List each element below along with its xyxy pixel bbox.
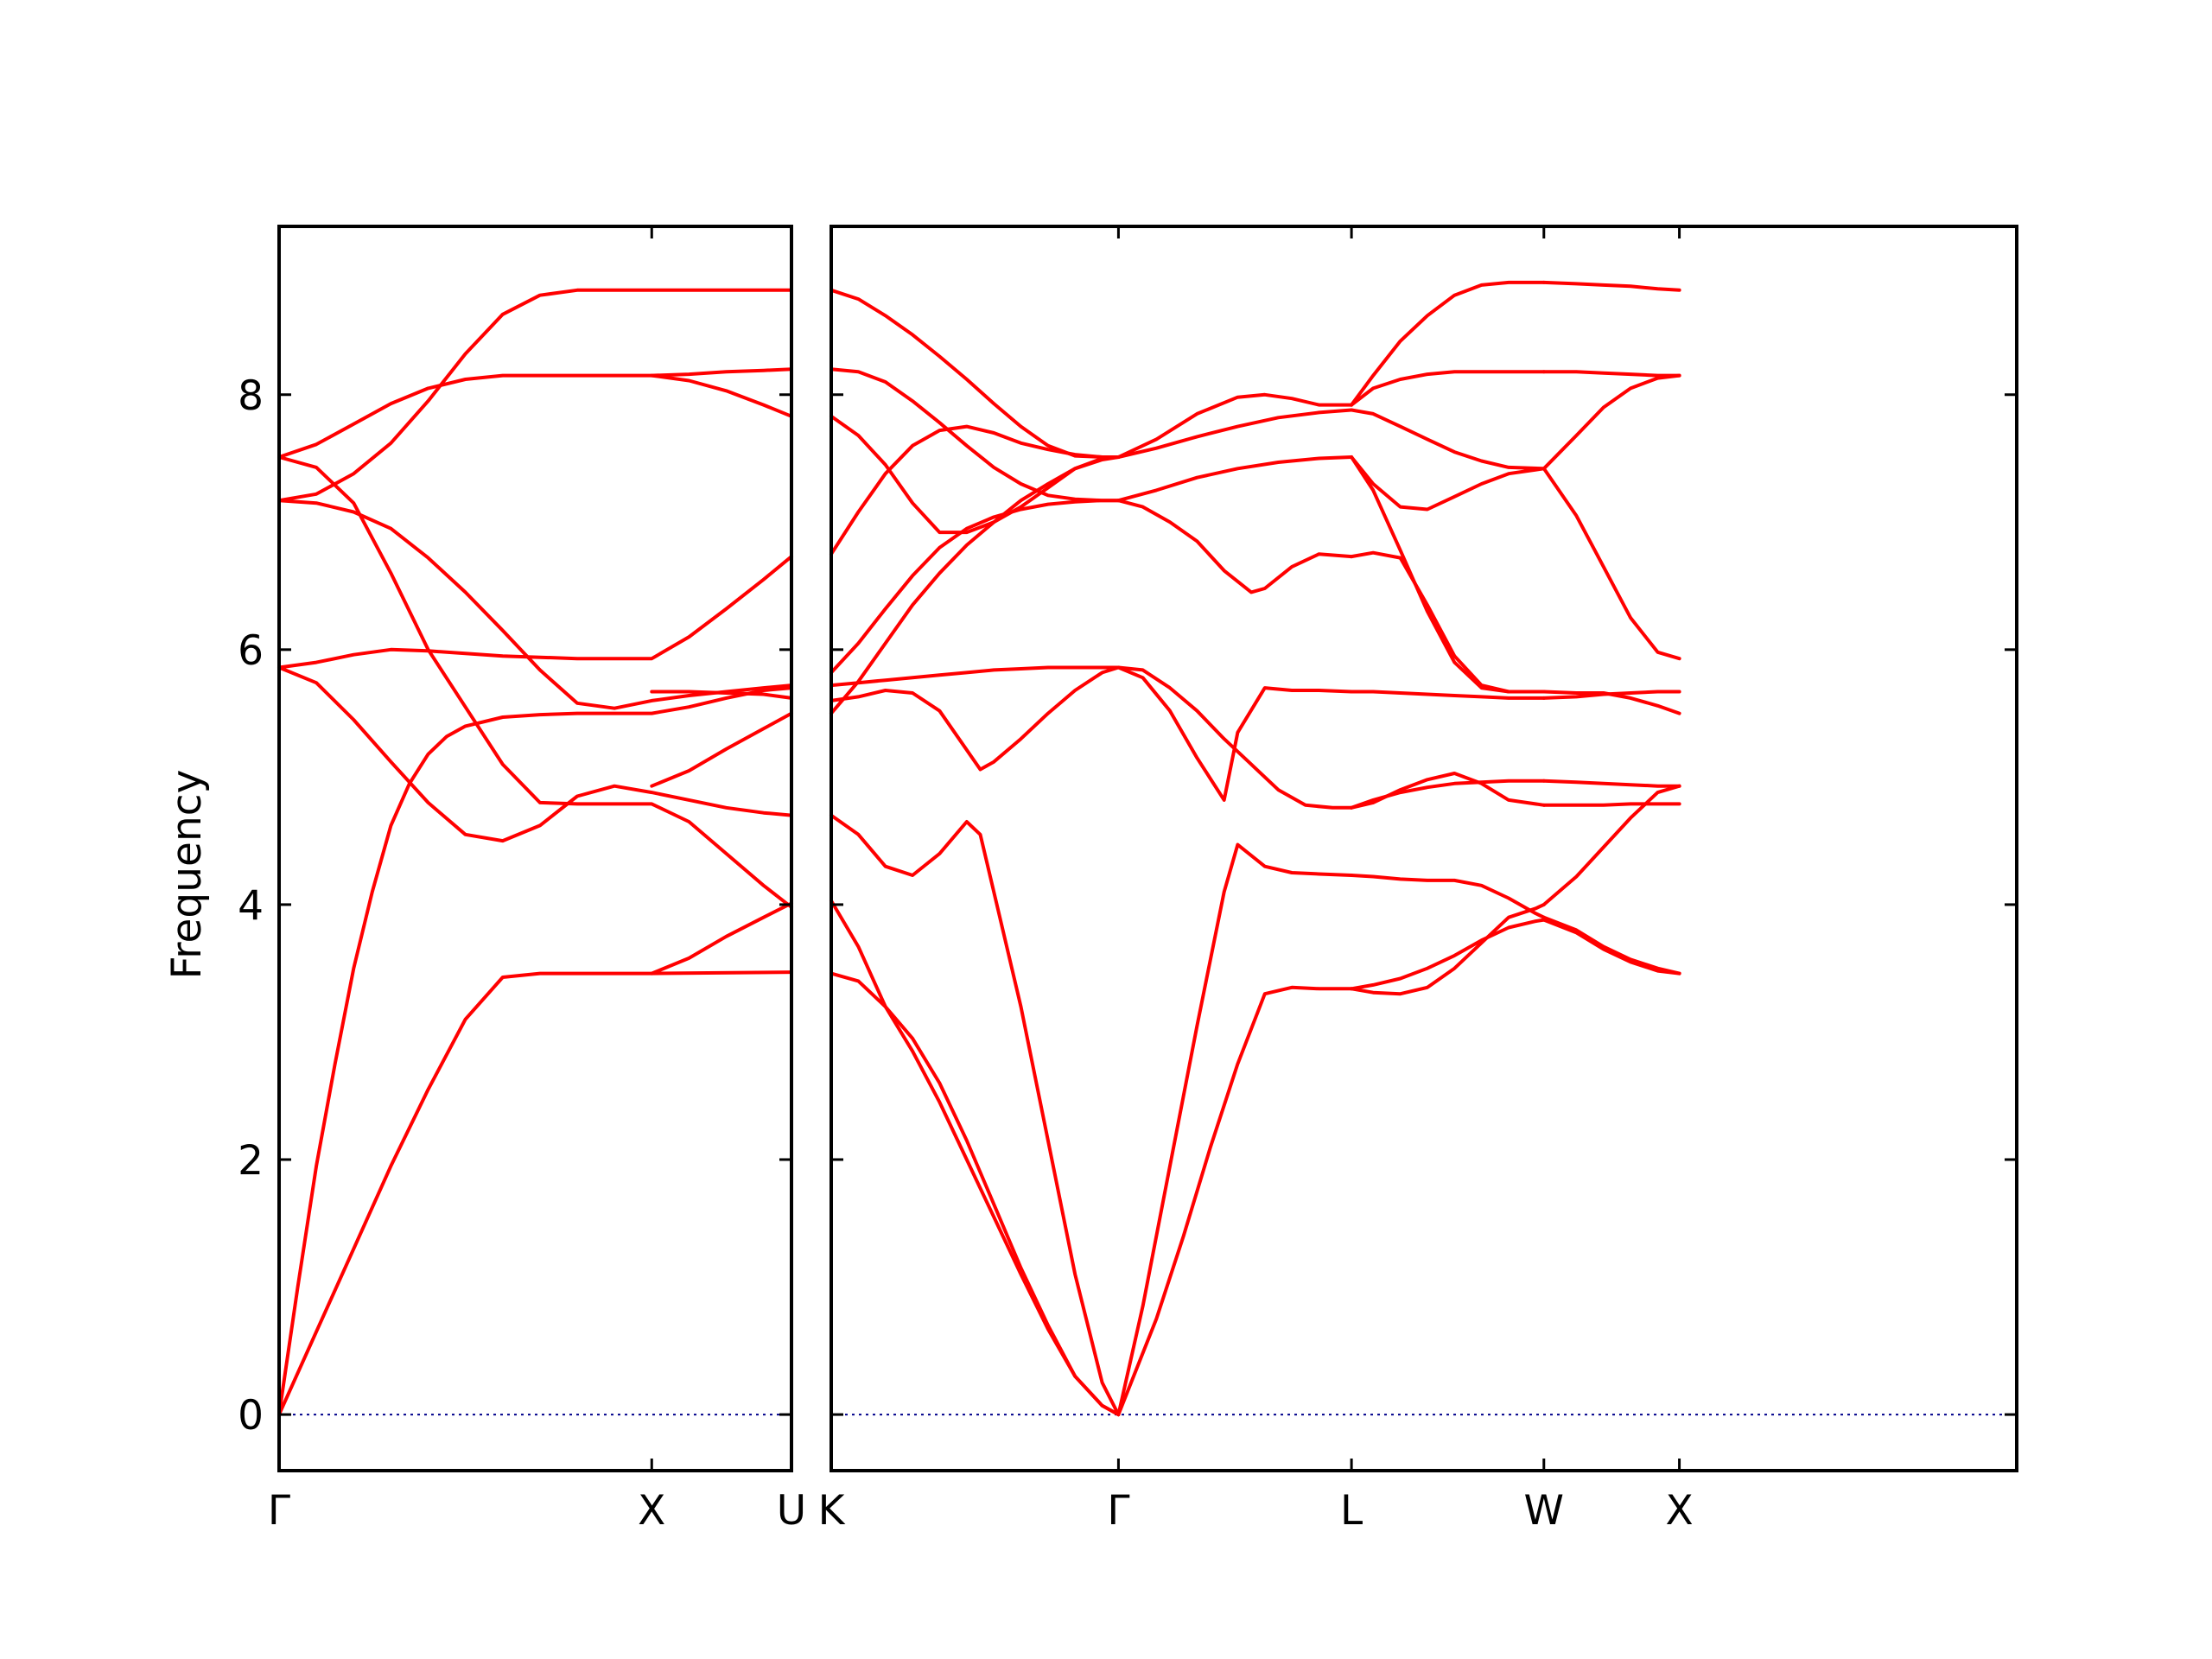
band-line-1-21 (1350, 874, 1546, 919)
band-line-1-31 (1541, 918, 1681, 976)
high-symmetry-label: L (1340, 1487, 1363, 1535)
high-symmetry-label: U (777, 1487, 806, 1535)
band-line-1-24 (1350, 690, 1546, 700)
axes-frame (277, 225, 793, 1472)
axes-frame (830, 225, 2018, 1472)
high-symmetry-label: Γ (268, 1487, 290, 1535)
band-line-1-14 (1116, 665, 1354, 810)
high-symmetry-label: W (1524, 1487, 1564, 1535)
y-tick-label: 0 (238, 1392, 264, 1440)
high-symmetry-label: X (1665, 1487, 1693, 1535)
band-line-1-32 (1541, 784, 1681, 906)
y-axis-label: Frequency (163, 770, 211, 980)
band-line-0-7 (277, 373, 793, 459)
band-line-1-6 (830, 424, 1121, 556)
band-line-1-5 (830, 499, 1121, 675)
y-tick-label: 4 (238, 882, 264, 930)
band-line-1-25 (1350, 455, 1546, 694)
band-line-1-19 (1350, 902, 1546, 996)
high-symmetry-label: Γ (1107, 1487, 1129, 1535)
band-line-0-5 (277, 455, 793, 909)
band-line-1-8 (830, 367, 1121, 503)
band-line-0-11 (650, 367, 793, 378)
band-line-1-30 (1350, 280, 1546, 407)
y-tick-labels: 0 2 4 6 8 (238, 372, 264, 1440)
band-line-0-3 (277, 555, 793, 670)
band-line-1-35 (1541, 779, 1681, 788)
band-line-0-8 (650, 901, 793, 976)
band-line-1-18 (1116, 392, 1354, 459)
band-line-1-4 (830, 665, 1121, 688)
band-line-1-17 (1116, 408, 1354, 459)
band-line-1-37 (1541, 690, 1681, 715)
y-tick-label: 6 (238, 627, 264, 675)
band-line-1-38 (1541, 467, 1681, 661)
band-line-1-3 (830, 665, 1121, 772)
band-line-1-1 (830, 971, 1121, 1417)
band-line-0-6 (277, 288, 793, 503)
band-line-1-29 (1350, 370, 1546, 407)
band-line-0-1 (277, 686, 793, 1417)
band-line-1-39 (1541, 373, 1681, 471)
band-line-1-22 (1350, 772, 1546, 810)
band-line-1-11 (1116, 985, 1354, 1417)
band-line-0-0 (277, 970, 793, 1417)
high-symmetry-label: X (638, 1487, 665, 1535)
band-line-1-10 (830, 455, 1121, 715)
high-symmetry-label: K (818, 1487, 846, 1535)
band-line-1-2 (830, 813, 1121, 1417)
band-line-1-9 (830, 288, 1121, 459)
band-line-1-36 (1541, 690, 1681, 700)
band-line-0-2 (277, 665, 793, 843)
band-line-0-9 (650, 711, 793, 788)
band-line-1-16 (1116, 455, 1354, 503)
band-line-1-40 (1541, 370, 1681, 378)
y-tick-label: 8 (238, 372, 264, 420)
band-line-1-33 (1541, 915, 1681, 976)
band-line-1-15 (1116, 499, 1354, 594)
band-line-1-27 (1350, 455, 1546, 512)
band-line-1-7 (830, 414, 1121, 535)
y-tick-label: 2 (238, 1137, 264, 1185)
band-line-1-26 (1350, 550, 1546, 694)
band-line-1-12 (1116, 842, 1354, 1417)
band-line-1-41 (1541, 280, 1681, 292)
band-line-0-4 (277, 499, 793, 710)
band-line-0-10 (650, 690, 793, 700)
band-line-1-28 (1350, 408, 1546, 471)
band-line-1-20 (1350, 918, 1546, 991)
band-line-1-13 (1116, 665, 1354, 802)
band-line-1-23 (1350, 779, 1546, 810)
